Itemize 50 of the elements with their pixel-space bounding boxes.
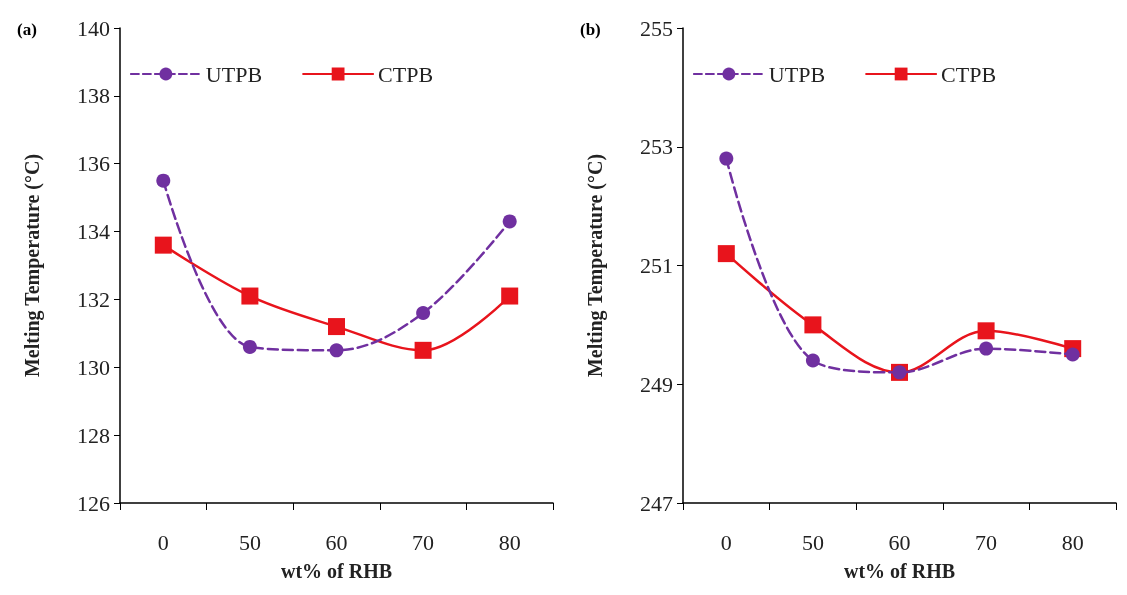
x-tick-label: 60: [325, 529, 348, 555]
y-tick-label: 255: [640, 15, 673, 41]
x-axis-title: wt% of RHB: [843, 560, 956, 582]
chart-title: (b): [580, 20, 601, 39]
x-tick-label: 50: [238, 529, 261, 555]
x-tick-label: 0: [720, 529, 732, 555]
y-tick-label: 130: [77, 354, 110, 380]
point: [154, 236, 172, 254]
point: [242, 339, 257, 354]
x-tick-label: 70: [412, 529, 435, 555]
legend-label: UTPB: [768, 61, 826, 87]
point: [717, 245, 735, 263]
point: [329, 343, 344, 358]
point: [979, 341, 994, 356]
point: [1065, 347, 1080, 362]
point: [328, 318, 345, 336]
point: [416, 306, 431, 320]
legend-label: CTPB: [941, 61, 997, 87]
y-tick-label: 126: [77, 490, 110, 516]
x-tick-label: 0: [157, 529, 169, 555]
x-tick-label: 80: [1061, 529, 1084, 555]
x-axis-title: wt% of RHB: [280, 560, 393, 582]
legend-label: CTPB: [378, 61, 434, 87]
y-tick-label: 253: [640, 134, 673, 160]
point: [501, 287, 519, 305]
y-axis-title: Melting Temperature (°C): [21, 153, 44, 378]
point: [805, 353, 820, 368]
chart-title: (a): [17, 20, 37, 39]
point: [719, 151, 734, 166]
y-tick-label: 247: [640, 490, 673, 516]
y-tick-label: 136: [77, 151, 110, 177]
y-tick-label: 140: [77, 15, 110, 41]
legend-label: UTPB: [205, 61, 263, 87]
point: [414, 341, 432, 359]
y-tick-label: 132: [77, 286, 110, 312]
y-tick-label: 134: [77, 219, 110, 245]
x-tick-label: 50: [801, 529, 824, 555]
point: [156, 173, 171, 188]
point: [804, 316, 822, 334]
point: [977, 322, 995, 340]
y-tick-label: 128: [77, 422, 110, 448]
point: [502, 214, 517, 229]
y-tick-label: 138: [77, 83, 110, 109]
y-tick-label: 249: [640, 371, 673, 397]
x-tick-label: 70: [975, 529, 998, 555]
y-axis-title: Melting Temperature (°C): [584, 153, 607, 378]
y-tick-label: 251: [640, 253, 673, 278]
x-tick-label: 80: [498, 529, 521, 555]
x-tick-label: 60: [888, 529, 911, 555]
point: [241, 287, 259, 305]
